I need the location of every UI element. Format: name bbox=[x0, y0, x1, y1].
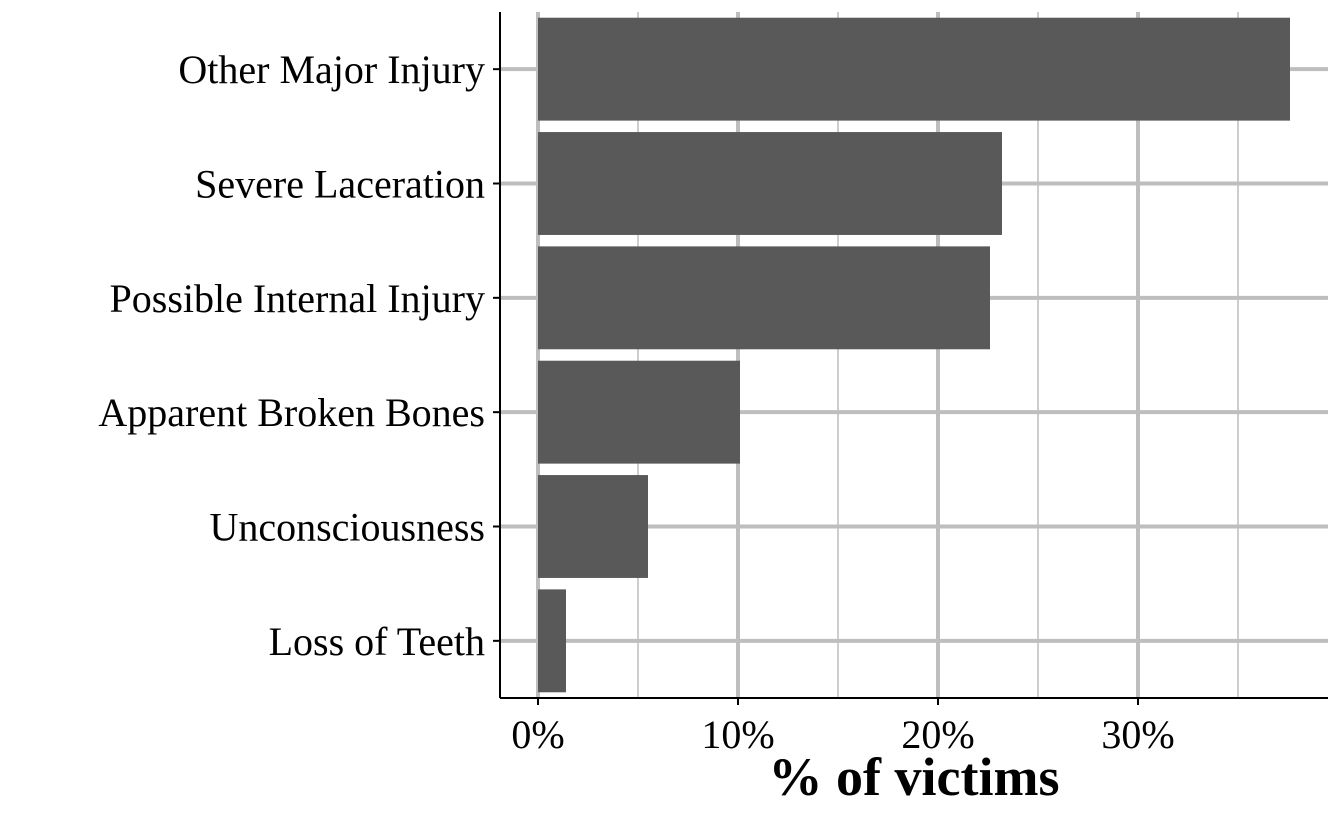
x-tick-label: 0% bbox=[511, 712, 564, 757]
minor-gridlines bbox=[637, 12, 1239, 698]
y-tick-label: Apparent Broken Bones bbox=[98, 390, 485, 435]
bar bbox=[538, 17, 1290, 121]
bar bbox=[538, 589, 566, 693]
y-axis-ticks: Other Major Injury Severe Laceration Possi… bbox=[98, 47, 500, 664]
x-tick-label: 20% bbox=[901, 712, 974, 757]
bar bbox=[538, 360, 740, 464]
y-tick-label: Severe Laceration bbox=[195, 162, 485, 207]
y-tick-label: Possible Internal Injury bbox=[110, 276, 486, 321]
x-axis-title: % of victims bbox=[769, 747, 1060, 807]
bar bbox=[538, 132, 1002, 235]
x-tick-label: 10% bbox=[701, 712, 774, 757]
y-tick-label: Unconsciousness bbox=[209, 505, 485, 550]
bars bbox=[538, 17, 1290, 693]
y-tick-label: Loss of Teeth bbox=[269, 619, 485, 664]
axes bbox=[499, 12, 1328, 699]
bar bbox=[538, 475, 648, 578]
bar bbox=[538, 246, 990, 350]
y-tick-label: Other Major Injury bbox=[178, 47, 485, 92]
x-tick-label: 30% bbox=[1101, 712, 1174, 757]
x-axis-ticks: 0% 10% 20% 30% bbox=[511, 698, 1175, 757]
